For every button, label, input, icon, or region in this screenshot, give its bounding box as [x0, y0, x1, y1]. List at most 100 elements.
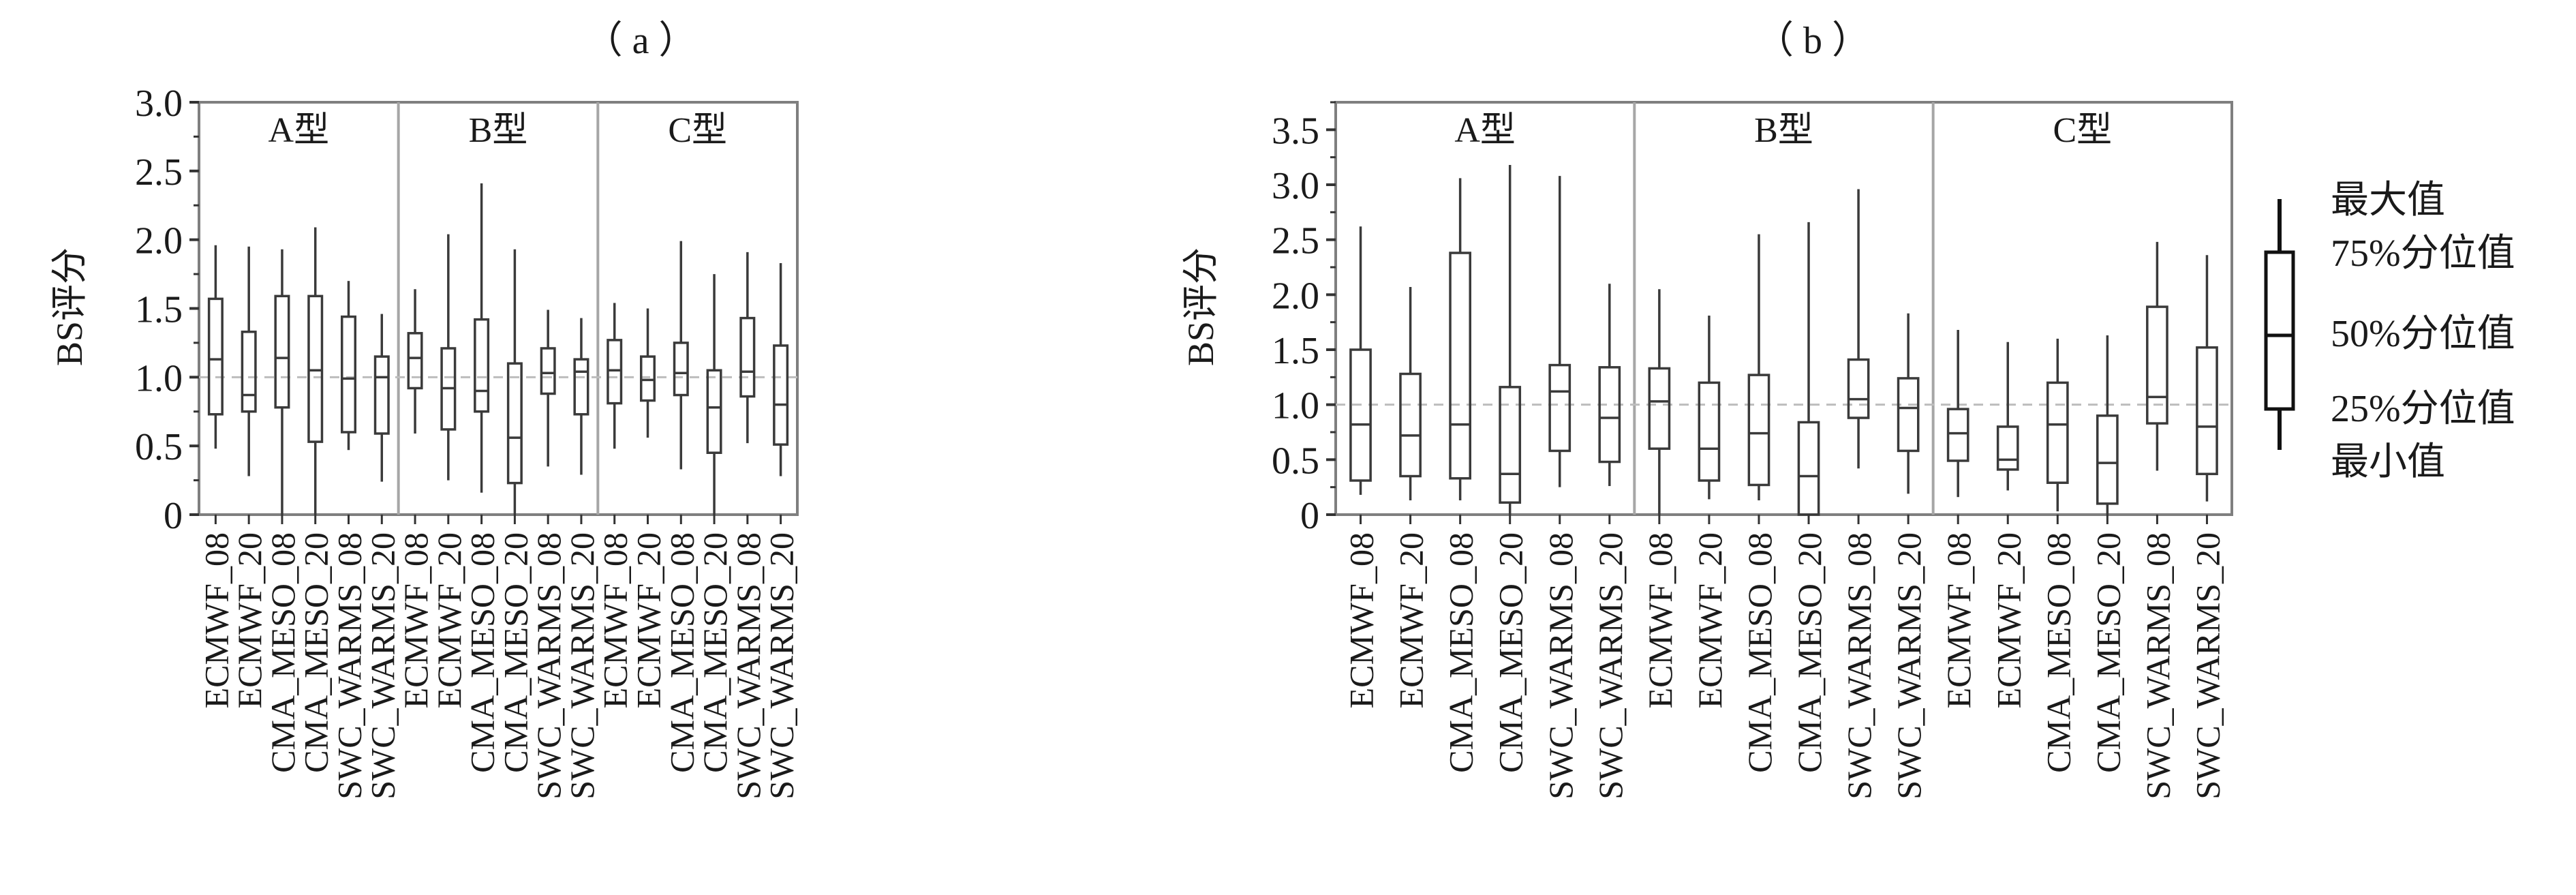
- x-tick-label: ECMWF_08: [1641, 532, 1679, 708]
- iqr-box: [607, 339, 623, 405]
- y-tick-label: 1.0: [135, 357, 183, 399]
- panel-b-label: （ b ）: [1755, 20, 1870, 62]
- legend-median-label: 50%分位值: [2331, 313, 2515, 355]
- x-tick-label: CMA_MESO_20: [2089, 532, 2127, 773]
- iqr-box: [474, 318, 490, 413]
- legend-min-label: 最小值: [2331, 441, 2445, 483]
- box-ecmwf_08: [1648, 289, 1671, 515]
- x-tick-label: ECMWF_08: [397, 532, 435, 708]
- group-label: A型: [1454, 111, 1516, 150]
- x-tick-label: ECMWF_20: [1392, 532, 1430, 708]
- x-tick-label: ECMWF_20: [230, 532, 269, 708]
- iqr-box: [773, 344, 789, 446]
- box-swc_warms_20: [2196, 255, 2218, 502]
- y-tick-label: 0: [1300, 495, 1319, 537]
- iqr-box: [1698, 381, 1721, 482]
- y-tick-label: 2.5: [135, 151, 183, 194]
- x-tick-label: SWC_WARMS_08: [1840, 532, 1878, 800]
- iqr-box: [1449, 252, 1472, 480]
- y-tick-label: 0.5: [1272, 440, 1319, 482]
- x-tick-label: CMA_MESO_08: [662, 532, 701, 773]
- iqr-box: [573, 358, 589, 416]
- box-cma_meso_08: [673, 241, 689, 470]
- group-label: C型: [668, 111, 727, 150]
- box-swc_warms_20: [373, 314, 390, 482]
- x-tick-label: CMA_MESO_08: [264, 532, 302, 773]
- iqr-box: [2046, 381, 2069, 484]
- x-tick-label: ECMWF_20: [630, 532, 668, 708]
- iqr-box: [241, 331, 257, 413]
- panel-a: （ a ） BS评分 0 0.5 1.0 1.5 2.0 2.5 3.0 A型 B型 C型 ECMW…: [49, 20, 801, 800]
- group-label: A型: [269, 111, 330, 150]
- box-ecmwf_08: [407, 289, 423, 434]
- iqr-box: [1996, 425, 2019, 471]
- iqr-box: [2196, 346, 2218, 476]
- box-ecmwf_20: [639, 308, 656, 438]
- iqr-box: [373, 355, 390, 435]
- box-swc_warms_08: [739, 252, 756, 444]
- y-tick-label: 3.0: [1272, 165, 1319, 207]
- box-swc_warms_20: [773, 262, 789, 476]
- x-tick-label: CMA_MESO_20: [696, 532, 734, 773]
- box-cma_meso_08: [1747, 234, 1770, 501]
- iqr-box: [407, 332, 423, 390]
- x-tick-label: CMA_MESO_08: [2039, 532, 2077, 773]
- x-tick-label: ECMWF_08: [197, 532, 235, 708]
- legend-q1-label: 25%分位值: [2331, 388, 2515, 430]
- iqr-box: [1399, 372, 1422, 478]
- y-tick-label: 0: [164, 495, 183, 537]
- x-tick-label: SWC_WARMS_20: [1890, 532, 1928, 800]
- box-cma_meso_08: [1449, 178, 1472, 501]
- x-tick-label: SWC_WARMS_20: [1591, 532, 1629, 800]
- y-tick-label: 2.0: [135, 220, 183, 262]
- x-tick-label: ECMWF_20: [1691, 532, 1729, 708]
- y-tick-label: 1.5: [135, 289, 183, 331]
- x-tick-label: SWC_WARMS_20: [2188, 532, 2226, 800]
- iqr-box: [1747, 374, 1770, 487]
- iqr-box: [639, 355, 656, 402]
- iqr-box: [1598, 366, 1621, 464]
- iqr-box: [2146, 305, 2168, 425]
- plot-frame: [1334, 101, 2233, 516]
- iqr-box: [1897, 377, 1920, 453]
- x-tick-label: SWC_WARMS_08: [2138, 532, 2177, 800]
- legend-max-label: 最大值: [2331, 179, 2445, 222]
- box-ecmwf_20: [440, 234, 457, 481]
- iqr-box: [2096, 414, 2119, 505]
- box-cma_meso_20: [506, 249, 523, 515]
- panel-a-y-axis-label: BS评分: [49, 247, 90, 366]
- iqr-box: [1946, 408, 1969, 462]
- y-tick-label: 2.5: [1272, 220, 1319, 262]
- x-tick-label: CMA_MESO_20: [1790, 532, 1828, 773]
- box-swc_warms_20: [1598, 284, 1621, 487]
- iqr-box: [1499, 386, 1522, 504]
- x-tick-label: ECMWF_20: [430, 532, 468, 708]
- x-tick-label: CMA_MESO_20: [297, 532, 335, 773]
- box-cma_meso_20: [307, 227, 324, 515]
- iqr-box: [1349, 348, 1372, 482]
- iqr-box: [706, 369, 722, 454]
- iqr-box: [274, 294, 290, 409]
- box-cma_meso_20: [2096, 335, 2119, 515]
- box-swc_warms_08: [1548, 176, 1571, 487]
- y-tick-label: 3.0: [135, 82, 183, 125]
- box-ecmwf_08: [1349, 226, 1372, 495]
- x-tick-label: SWC_WARMS_08: [1542, 532, 1580, 800]
- y-tick-label: 1.0: [1272, 385, 1319, 427]
- iqr-box: [673, 342, 689, 397]
- x-tick-label: CMA_MESO_08: [1741, 532, 1779, 773]
- x-tick-label: CMA_MESO_20: [496, 532, 534, 773]
- box-ecmwf_20: [1399, 287, 1422, 501]
- box-ecmwf_20: [1698, 315, 1721, 500]
- box-cma_meso_08: [474, 183, 490, 493]
- box-legend: 最大值 75%分位值 50%分位值 25%分位值 最小值: [2264, 179, 2515, 483]
- iqr-box: [506, 362, 523, 485]
- box-swc_warms_20: [573, 318, 589, 475]
- box-swc_warms_20: [1897, 313, 1920, 494]
- x-tick-label: CMA_MESO_20: [1492, 532, 1530, 773]
- iqr-box: [1548, 363, 1571, 453]
- iqr-box: [739, 316, 756, 398]
- x-tick-label: ECMWF_08: [596, 532, 634, 708]
- group-label: B型: [469, 111, 528, 150]
